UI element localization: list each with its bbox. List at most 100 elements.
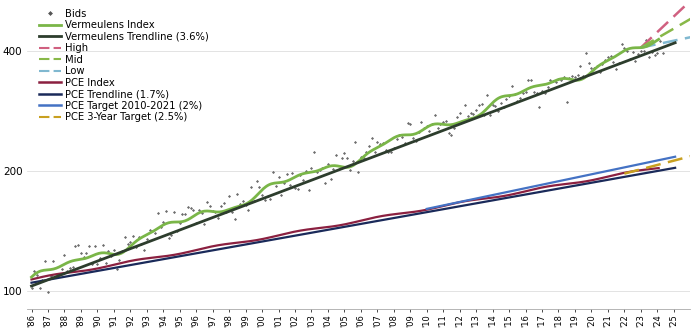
Point	[168, 209, 179, 214]
Point	[586, 65, 597, 71]
Point	[322, 161, 333, 167]
Point	[292, 187, 304, 192]
Point	[227, 210, 238, 215]
Point	[34, 285, 45, 291]
Point	[314, 168, 325, 173]
Point	[419, 126, 430, 131]
Point	[259, 197, 270, 202]
Point	[525, 77, 536, 82]
Point	[125, 240, 136, 245]
Point	[237, 198, 248, 203]
Point	[482, 93, 493, 98]
Point	[564, 76, 575, 81]
Point	[270, 183, 281, 188]
Point	[399, 140, 410, 145]
Point	[336, 156, 347, 161]
Point	[171, 228, 182, 233]
Point	[388, 146, 399, 151]
Point	[462, 113, 473, 118]
Point	[575, 64, 586, 69]
Point	[427, 122, 438, 127]
Point	[542, 84, 553, 90]
Point	[605, 53, 616, 59]
Point	[572, 72, 584, 77]
Point	[111, 266, 122, 272]
Point	[166, 232, 177, 237]
Point	[344, 167, 356, 172]
Point	[396, 134, 407, 140]
Point	[495, 100, 507, 105]
Point	[641, 37, 652, 42]
Point	[155, 225, 166, 230]
Point	[651, 50, 663, 55]
Point	[319, 180, 331, 185]
Point	[471, 108, 482, 113]
Point	[561, 100, 572, 105]
Point	[367, 136, 378, 141]
Point	[73, 242, 84, 248]
Point	[308, 150, 319, 155]
Point	[380, 148, 391, 153]
Point	[128, 233, 139, 238]
Point	[523, 78, 534, 83]
Point	[240, 202, 251, 208]
Point	[26, 285, 37, 290]
Point	[528, 90, 539, 95]
Point	[443, 130, 454, 135]
Point	[507, 84, 518, 89]
Point	[31, 273, 42, 278]
Point	[647, 49, 658, 54]
Point	[448, 125, 459, 130]
Point	[619, 46, 630, 51]
Point	[534, 105, 545, 110]
Point	[28, 268, 40, 273]
Point	[438, 119, 449, 124]
Point	[583, 61, 594, 66]
Point	[48, 259, 59, 264]
Point	[459, 102, 471, 108]
Point	[185, 205, 196, 210]
Point	[108, 248, 119, 253]
Point	[290, 186, 301, 191]
Point	[234, 201, 245, 206]
Point	[306, 165, 317, 171]
Point	[356, 154, 367, 160]
Point	[531, 90, 542, 95]
Point	[490, 104, 501, 109]
Point	[342, 155, 353, 161]
Point	[622, 49, 633, 54]
Point	[520, 89, 531, 95]
Point	[391, 136, 402, 142]
Point	[638, 48, 649, 53]
Point	[51, 274, 62, 280]
Point	[152, 211, 164, 216]
Point	[430, 112, 441, 117]
Point	[594, 69, 605, 75]
Point	[262, 193, 273, 199]
Point	[361, 149, 372, 154]
Point	[553, 76, 564, 81]
Point	[295, 172, 306, 178]
Point	[122, 242, 133, 247]
Point	[243, 207, 254, 213]
Point	[407, 135, 419, 141]
Point	[251, 179, 262, 184]
Point	[364, 143, 375, 148]
Point	[369, 149, 380, 154]
Point	[139, 248, 150, 253]
Point	[536, 88, 547, 93]
Point	[501, 97, 512, 102]
Point	[92, 262, 103, 267]
Point	[424, 128, 435, 133]
Point	[76, 250, 87, 256]
Point	[473, 102, 484, 108]
Point	[578, 73, 589, 78]
Point	[100, 260, 111, 265]
Point	[62, 268, 73, 274]
Point	[147, 228, 158, 234]
Point	[465, 111, 476, 116]
Point	[410, 138, 421, 143]
Point	[328, 166, 339, 171]
Point	[627, 50, 638, 55]
Point	[479, 113, 490, 118]
